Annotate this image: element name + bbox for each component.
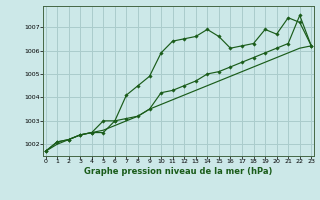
X-axis label: Graphe pression niveau de la mer (hPa): Graphe pression niveau de la mer (hPa): [84, 167, 273, 176]
